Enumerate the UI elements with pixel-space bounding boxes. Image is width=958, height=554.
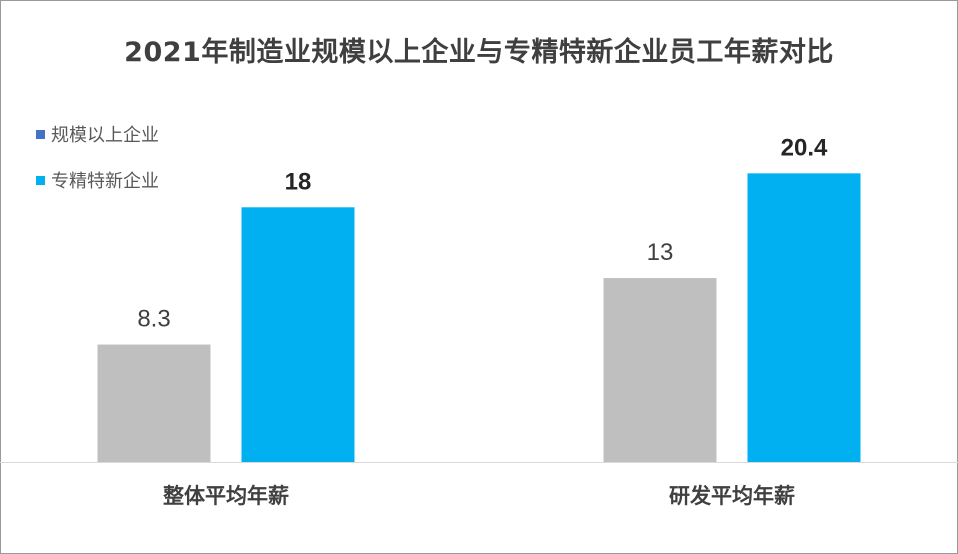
category-label-1: 整体平均年薪: [163, 484, 289, 508]
labels-layer: 8.3 18 整体平均年薪 13 20.4 研发平均年薪: [137, 134, 828, 508]
legend-item-series-1: 规模以上企业: [36, 122, 159, 146]
legend-label-series-1: 规模以上企业: [51, 125, 159, 146]
bar-series-1-category-1: [97, 344, 211, 462]
chart-legend: 规模以上企业 专精特新企业: [36, 122, 159, 214]
chart-title: 2021年制造业规模以上企业与专精特新企业员工年薪对比: [124, 37, 834, 68]
category-label-2: 研发平均年薪: [669, 484, 795, 508]
bar-series-2-category-1: [241, 207, 355, 462]
legend-item-series-2: 专精特新企业: [36, 168, 159, 192]
bar-series-1-category-2: [603, 278, 717, 462]
legend-swatch-series-2: [36, 175, 45, 185]
data-label-series-2-category-1: 18: [285, 168, 312, 195]
bars-layer: [97, 173, 861, 462]
legend-label-series-2: 专精特新企业: [51, 171, 159, 192]
legend-swatch-series-1: [36, 129, 45, 139]
bar-series-2-category-2: [747, 173, 861, 462]
data-label-series-1-category-1: 8.3: [137, 306, 170, 333]
data-label-series-1-category-2: 13: [647, 239, 674, 266]
data-label-series-2-category-2: 20.4: [781, 134, 828, 161]
